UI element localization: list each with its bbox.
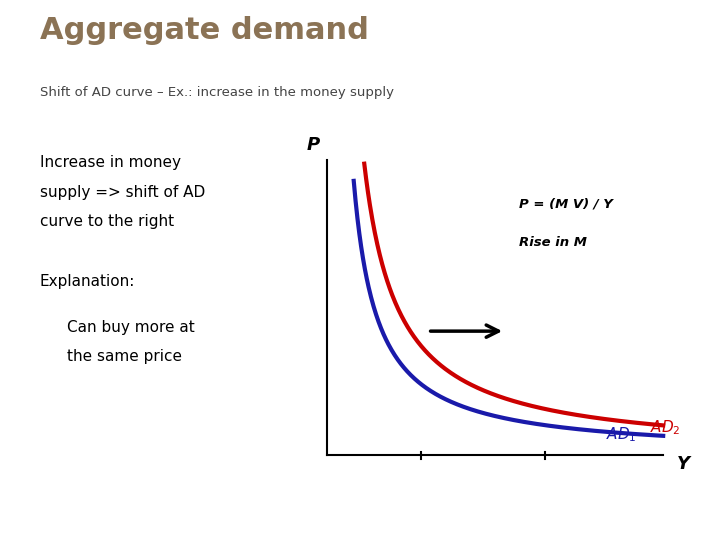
Text: P: P (307, 136, 320, 154)
Text: P = (M V) / Y: P = (M V) / Y (518, 198, 613, 211)
Text: Rise in M: Rise in M (518, 236, 586, 249)
Text: Aggregate demand: Aggregate demand (40, 16, 369, 45)
Text: Y: Y (677, 455, 690, 473)
Text: the same price: the same price (67, 349, 182, 364)
Text: $AD_1$: $AD_1$ (606, 426, 636, 444)
Text: supply => shift of AD: supply => shift of AD (40, 185, 205, 200)
Text: Increase in money: Increase in money (40, 155, 181, 170)
Text: Shift of AD curve – Ex.: increase in the money supply: Shift of AD curve – Ex.: increase in the… (40, 86, 394, 99)
Text: Can buy more at: Can buy more at (67, 320, 194, 335)
Text: 15: 15 (6, 142, 22, 152)
Text: $AD_2$: $AD_2$ (649, 418, 680, 436)
Text: curve to the right: curve to the right (40, 214, 174, 230)
Text: Explanation:: Explanation: (40, 274, 135, 289)
